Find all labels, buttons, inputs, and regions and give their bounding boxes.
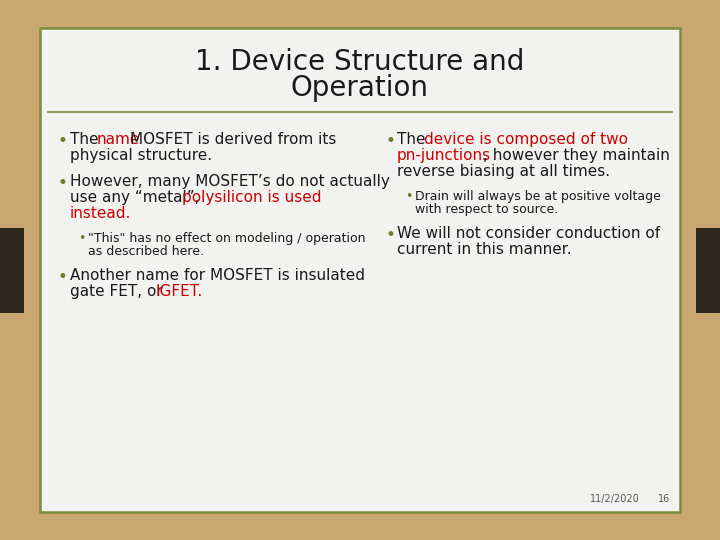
- Text: •: •: [58, 268, 68, 286]
- Text: instead.: instead.: [70, 206, 132, 221]
- Text: MOSFET is derived from its: MOSFET is derived from its: [130, 132, 336, 147]
- Text: The: The: [70, 132, 99, 147]
- Text: 11/2/2020: 11/2/2020: [590, 494, 640, 504]
- Text: However, many MOSFET’s do not actually: However, many MOSFET’s do not actually: [70, 174, 390, 189]
- Text: 1. Device Structure and: 1. Device Structure and: [195, 48, 525, 76]
- Text: IGFET.: IGFET.: [156, 284, 203, 299]
- Text: , however they maintain: , however they maintain: [483, 148, 670, 163]
- Text: as described here.: as described here.: [88, 245, 204, 258]
- Text: polysilicon is used: polysilicon is used: [182, 190, 322, 205]
- Text: •: •: [78, 232, 86, 245]
- Text: •: •: [58, 132, 68, 150]
- Bar: [0, 227, 24, 313]
- Text: •: •: [385, 226, 395, 244]
- Text: pn-junctions: pn-junctions: [397, 148, 491, 163]
- Text: use any “metal”,: use any “metal”,: [70, 190, 199, 205]
- Text: name: name: [96, 132, 140, 147]
- Text: Operation: Operation: [291, 74, 429, 102]
- Text: gate FET, or: gate FET, or: [70, 284, 163, 299]
- Text: Another name for MOSFET is insulated: Another name for MOSFET is insulated: [70, 268, 365, 283]
- Text: •: •: [385, 132, 395, 150]
- Text: physical structure.: physical structure.: [70, 148, 212, 163]
- Text: •: •: [405, 190, 413, 203]
- Text: reverse biasing at all times.: reverse biasing at all times.: [397, 164, 611, 179]
- Text: current in this manner.: current in this manner.: [397, 242, 572, 257]
- Text: •: •: [58, 174, 68, 192]
- Bar: [40, 28, 680, 512]
- Text: 16: 16: [658, 494, 670, 504]
- Text: "This" has no effect on modeling / operation: "This" has no effect on modeling / opera…: [88, 232, 365, 245]
- Text: The: The: [397, 132, 426, 147]
- Text: device is composed of two: device is composed of two: [423, 132, 628, 147]
- Text: Drain will always be at positive voltage: Drain will always be at positive voltage: [415, 190, 661, 203]
- Bar: [696, 227, 720, 313]
- Text: We will not consider conduction of: We will not consider conduction of: [397, 226, 660, 241]
- Text: with respect to source.: with respect to source.: [415, 203, 558, 216]
